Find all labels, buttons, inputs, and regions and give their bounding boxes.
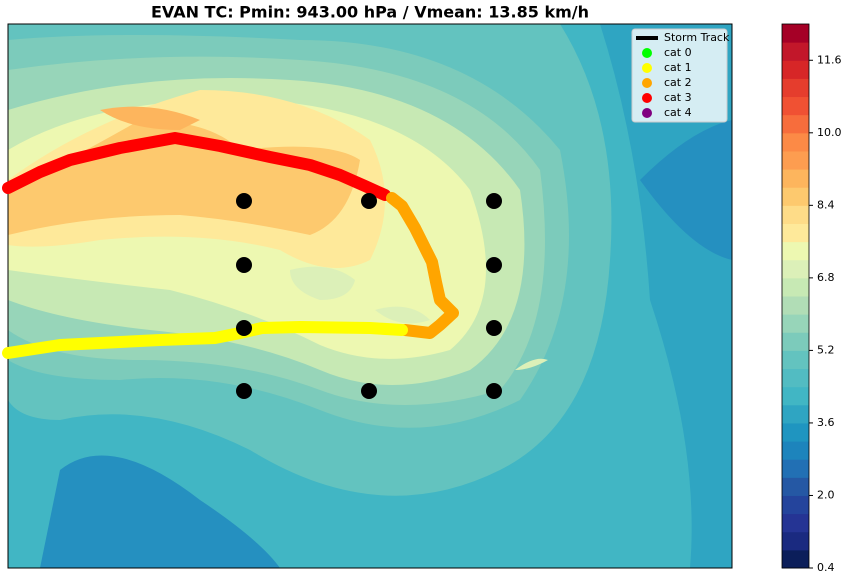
colorbar-band [782,477,809,496]
colorbar-band [782,114,809,134]
colorbar-band [782,531,809,551]
legend [631,28,728,123]
legend-marker [642,48,652,58]
colorbar-frame [781,23,810,569]
legend-label: cat 3 [664,91,692,104]
colorbar-tick-label: 0.4 [817,561,835,574]
colorbar-band [782,169,809,188]
plot-frame [7,23,733,569]
colorbar-tick-label: 2.0 [817,488,835,501]
colorbar-tick-label: 8.4 [817,198,835,211]
colorbar-band [782,150,809,170]
colorbar-band [782,277,809,297]
colorbar-band [782,459,809,478]
colorbar-band [782,422,809,442]
colorbar-band [782,513,809,533]
colorbar-band [782,205,809,224]
colorbar: 0.4 2.0 3.6 5.2 6.8 8.4 10.0 11.6 [781,23,842,574]
colorbar-band [782,241,809,261]
legend-marker [642,78,652,88]
colorbar-band [782,60,809,79]
storm-track [2,132,459,359]
colorbar-tick-label: 11.6 [817,53,842,66]
legend-entries: Storm Track cat 0 cat 1 cat 2 cat 3 cat 4 [636,31,730,119]
legend-marker [642,93,652,103]
colorbar-band [782,223,809,243]
colorbar-band [782,78,809,98]
colorbar-band [782,132,809,152]
colorbar-band [782,332,809,351]
track-segment [386,192,459,339]
legend-marker [642,108,652,118]
colorbar-band [782,386,809,406]
track-segment [2,321,408,359]
chart-title: EVAN TC: Pmin: 943.00 hPa / Vmean: 13.85… [151,3,589,22]
colorbar-band [782,24,809,43]
colorbar-band [782,42,809,61]
track-segment [2,132,391,201]
legend-label: cat 2 [664,76,692,89]
legend-marker [642,63,652,73]
colorbar-band [782,296,809,315]
colorbar-band [782,495,809,515]
legend-label: cat 4 [664,106,692,119]
colorbar-tick-label: 3.6 [817,416,835,429]
grid-points [236,193,502,399]
colorbar-band [782,549,809,569]
colorbar-band [782,259,809,279]
legend-label: cat 1 [664,61,692,74]
colorbar-tick-label: 6.8 [817,271,835,284]
colorbar-tick-label: 5.2 [817,343,835,356]
legend-label: cat 0 [664,46,692,59]
colorbar-band [782,314,809,333]
contour-field [8,24,732,568]
colorbar-band [782,441,809,460]
colorbar-band [782,187,809,206]
colorbar-band [782,404,809,424]
colorbar-band [782,96,809,116]
colorbar-band [782,368,809,388]
legend-label: Storm Track [664,31,730,44]
colorbar-tick-label: 10.0 [817,126,842,139]
colorbar-band [782,350,809,370]
